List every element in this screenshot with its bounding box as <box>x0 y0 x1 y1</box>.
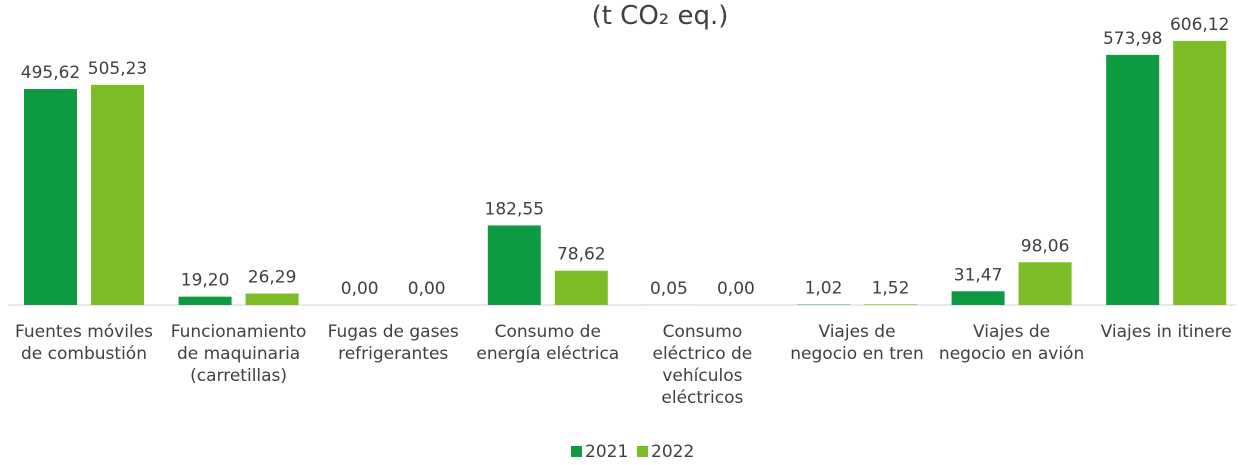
bar <box>91 84 144 305</box>
data-label: 1,52 <box>872 278 910 298</box>
data-label: 606,12 <box>1170 15 1229 35</box>
data-label: 31,47 <box>954 265 1003 285</box>
data-label: 98,06 <box>1021 236 1070 256</box>
x-tick-label: Fuentes móviles <box>15 322 153 342</box>
legend-label: 2022 <box>651 442 694 462</box>
data-label: 0,05 <box>650 279 688 299</box>
legend-swatch <box>637 446 648 457</box>
data-label: 182,55 <box>485 199 544 219</box>
bar <box>1173 40 1227 306</box>
x-tick-label: Viajes de <box>973 322 1050 342</box>
data-label: 495,62 <box>21 63 80 83</box>
legend-swatch <box>571 446 582 457</box>
x-tick-label: Viajes in itinere <box>1101 322 1232 342</box>
x-tick-label: Consumo <box>663 322 743 342</box>
data-label: 0,00 <box>717 279 755 299</box>
x-tick-label: eléctrico de <box>653 344 753 364</box>
x-tick-label: negocio en avión <box>939 344 1084 364</box>
bar <box>245 293 299 305</box>
data-label: 26,29 <box>248 268 297 288</box>
data-label: 0,00 <box>408 279 446 299</box>
x-tick-label: energía eléctrica <box>476 344 619 364</box>
x-tick-label: Consumo de <box>495 322 601 342</box>
x-tick-label: Funcionamiento <box>171 322 307 342</box>
x-tick-label: Fugas de gases <box>328 322 459 342</box>
x-tick-label: eléctricos <box>661 388 743 408</box>
data-label: 0,00 <box>341 279 379 299</box>
legend-label: 2021 <box>585 442 628 462</box>
bar <box>951 291 1005 305</box>
bar <box>487 225 541 305</box>
bar <box>24 89 77 305</box>
x-tick-label: negocio en tren <box>790 344 923 364</box>
bar <box>178 296 232 305</box>
x-tick-label: refrigerantes <box>338 344 448 364</box>
bar <box>1106 54 1160 305</box>
bar <box>554 270 608 305</box>
data-label: 1,02 <box>805 279 843 299</box>
data-label: 573,98 <box>1103 29 1162 49</box>
data-label: 505,23 <box>88 59 147 79</box>
x-tick-label: (carretillas) <box>190 366 287 386</box>
x-tick-label: vehículos <box>662 366 742 386</box>
x-tick-label: de maquinaria <box>177 344 300 364</box>
bar <box>864 304 917 305</box>
x-tick-label: de combustión <box>21 344 147 364</box>
bar <box>1018 262 1072 305</box>
data-label: 19,20 <box>181 271 230 291</box>
x-tick-label: Viajes de <box>818 322 895 342</box>
data-label: 78,62 <box>557 245 606 265</box>
chart-title: (t CO₂ eq.) <box>592 1 729 31</box>
